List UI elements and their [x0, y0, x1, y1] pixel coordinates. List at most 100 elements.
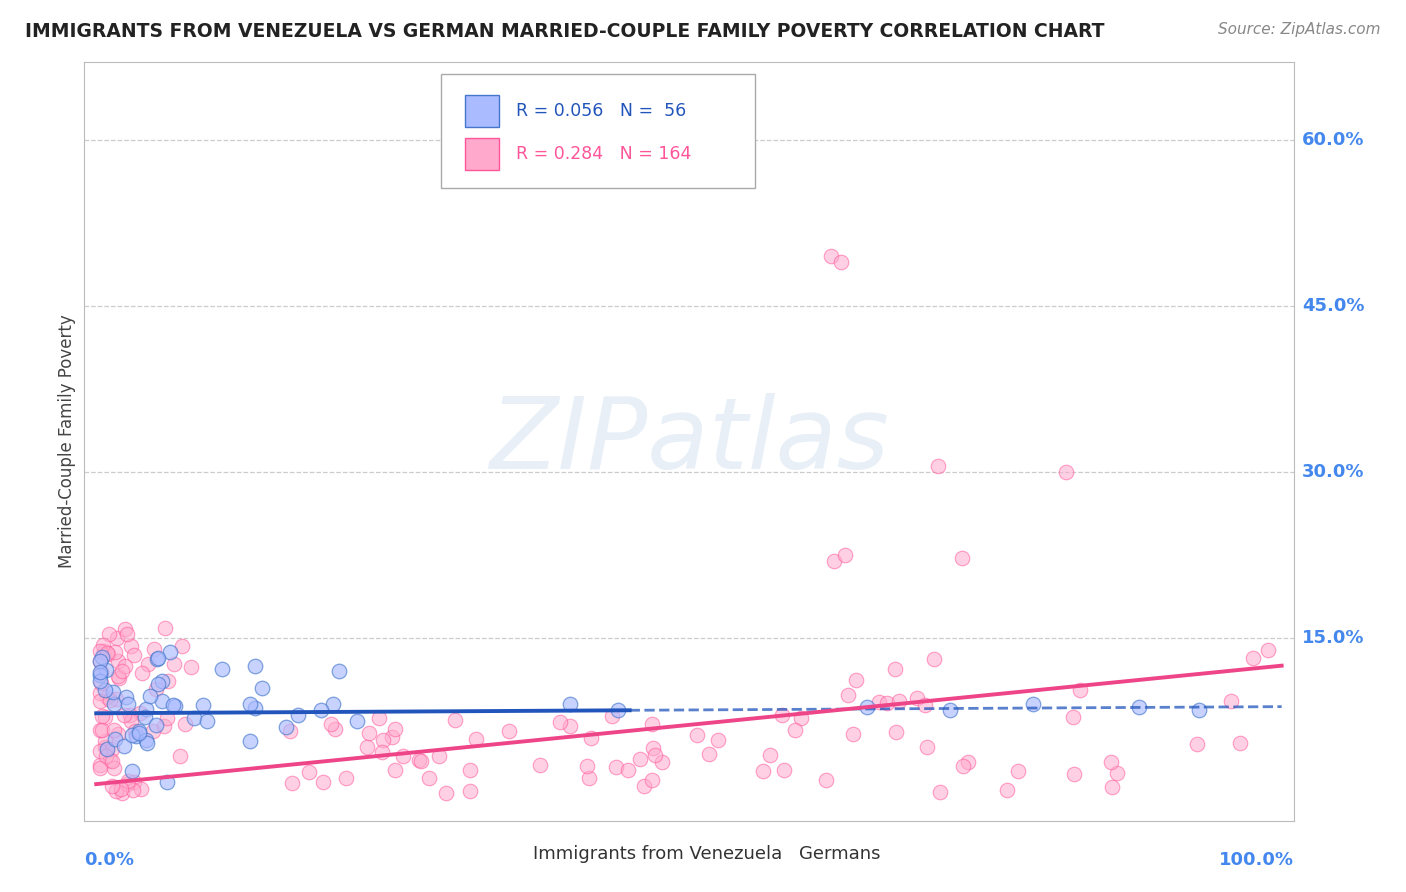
Point	[356, 739, 378, 754]
Point	[107, 654, 129, 668]
Point	[180, 660, 202, 674]
Point	[458, 763, 481, 777]
Point	[444, 713, 467, 727]
Point	[280, 775, 302, 789]
Point	[183, 711, 205, 725]
Point	[1229, 736, 1251, 750]
Point	[1107, 766, 1129, 780]
Point	[96, 742, 118, 756]
Point	[96, 647, 118, 661]
Point	[243, 701, 266, 715]
Point	[311, 703, 333, 717]
Text: 30.0%: 30.0%	[1302, 463, 1364, 481]
Point	[145, 718, 167, 732]
Point	[644, 747, 666, 762]
Point	[89, 673, 111, 688]
Point	[876, 696, 898, 710]
Point	[91, 709, 114, 723]
Point	[93, 644, 115, 658]
Point	[120, 708, 142, 723]
Point	[287, 708, 309, 723]
Point	[950, 551, 973, 566]
Point	[136, 657, 159, 671]
Point	[90, 676, 112, 690]
Point	[112, 739, 135, 753]
Point	[922, 652, 945, 666]
Point	[1128, 699, 1150, 714]
Point	[90, 665, 112, 679]
Point	[128, 706, 150, 721]
Point	[323, 722, 346, 736]
Point	[195, 714, 218, 728]
Point	[952, 759, 974, 773]
Point	[121, 764, 143, 778]
Point	[117, 774, 139, 789]
Point	[134, 710, 156, 724]
Point	[834, 548, 856, 562]
Point	[211, 662, 233, 676]
Point	[328, 665, 350, 679]
Point	[1069, 683, 1091, 698]
Point	[90, 650, 112, 665]
Point	[163, 698, 186, 713]
Point	[89, 667, 111, 681]
Point	[101, 779, 124, 793]
Point	[115, 690, 138, 704]
Point	[117, 777, 139, 791]
Point	[112, 708, 135, 723]
Point	[823, 553, 845, 567]
Point	[146, 652, 169, 666]
Point	[89, 644, 111, 658]
Point	[759, 747, 782, 762]
Point	[606, 703, 628, 717]
Point	[89, 665, 111, 679]
Point	[156, 711, 179, 725]
Point	[408, 754, 430, 768]
Point	[322, 698, 344, 712]
Point	[172, 640, 194, 654]
Point	[384, 763, 406, 777]
Point	[142, 641, 165, 656]
Point	[153, 621, 176, 635]
Point	[914, 698, 936, 713]
Point	[371, 745, 394, 759]
Point	[278, 724, 301, 739]
Point	[117, 697, 139, 711]
Point	[104, 731, 127, 746]
Point	[578, 772, 600, 786]
Point	[1022, 698, 1045, 712]
Point	[837, 688, 859, 702]
Point	[150, 694, 173, 708]
Point	[142, 723, 165, 738]
Point	[928, 785, 950, 799]
Point	[633, 779, 655, 793]
Point	[135, 702, 157, 716]
Bar	[465, 138, 499, 170]
Point	[250, 681, 273, 695]
Point	[159, 645, 181, 659]
Point	[600, 708, 623, 723]
Point	[560, 698, 582, 712]
Point	[1099, 756, 1122, 770]
Point	[751, 764, 773, 778]
Point	[111, 786, 134, 800]
Point	[529, 757, 551, 772]
Point	[830, 254, 852, 268]
Point	[120, 714, 142, 728]
Point	[927, 459, 949, 474]
Point	[128, 724, 150, 739]
Point	[575, 759, 598, 773]
Point	[368, 711, 391, 725]
Point	[560, 719, 582, 733]
Point	[139, 690, 162, 704]
Point	[174, 717, 197, 731]
Point	[94, 734, 117, 748]
Point	[91, 638, 114, 652]
Text: 60.0%: 60.0%	[1302, 131, 1364, 149]
Point	[548, 715, 571, 730]
Point	[94, 663, 117, 677]
Point	[115, 627, 138, 641]
Point	[641, 772, 664, 787]
Point	[107, 727, 129, 741]
Point	[101, 742, 124, 756]
